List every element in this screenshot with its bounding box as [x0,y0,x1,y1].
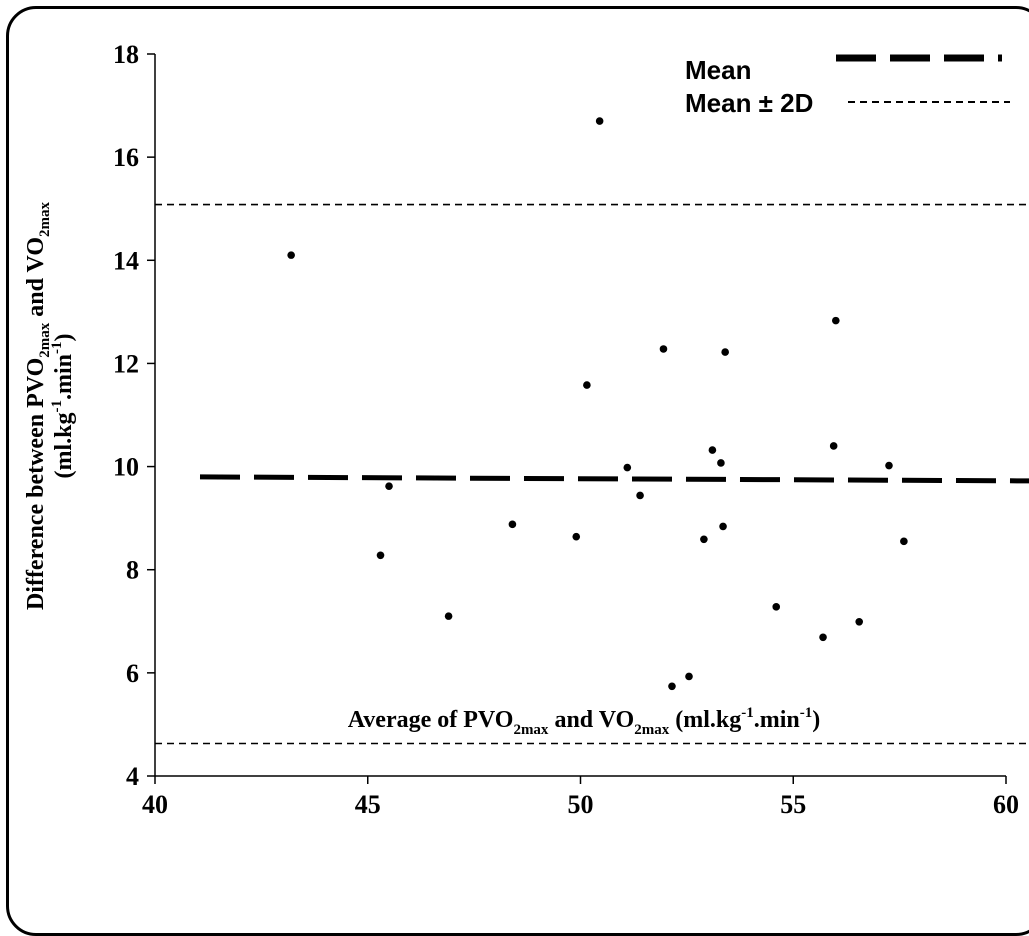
mean-line [199,474,1029,484]
x-tick-label: 60 [993,790,1019,819]
y-tick-label: 16 [113,143,139,172]
data-point [772,603,781,611]
x-tick-label: 40 [142,790,168,819]
data-point [659,345,668,353]
y-tick-label: 10 [113,453,139,482]
data-point [444,612,453,620]
y-tick-label: 12 [113,349,139,378]
data-point [708,446,717,454]
y-tick-label: 6 [126,659,139,688]
y-tick-label: 14 [113,246,139,275]
data-point [832,316,840,325]
data-point [685,672,693,681]
y-tick-label: 4 [126,762,139,791]
data-point [287,251,295,259]
reference-lines [155,203,1029,745]
data-point [819,633,827,642]
data-point [700,535,708,544]
axes: 4 6 8 10 12 14 16 18 40 45 50 55 60 [113,40,1019,819]
data-point [719,522,727,531]
y-axis-title: Difference between PVO2max and VO2max (m… [23,201,77,610]
data-point [572,532,581,541]
y-axis-title-line1: Difference between PVO2max and VO2max [23,201,53,610]
data-point [623,463,632,472]
data-point [900,537,908,546]
data-point [668,682,676,691]
y-tick-label: 18 [113,40,139,69]
data-point [636,491,644,500]
x-axis-title: Average of PVO2max and VO2max (ml.kg-1.m… [348,705,820,738]
y-tick-label: 8 [126,556,139,585]
data-point [885,461,893,470]
x-tick-label: 55 [780,790,806,819]
data-point [717,459,725,467]
legend-label-mean-2d: Mean ± 2D [685,88,813,118]
legend: Mean Mean ± 2D [685,54,1010,118]
data-point [721,348,729,356]
x-tick-label: 45 [355,790,381,819]
data-point [829,442,838,450]
legend-label-mean: Mean [685,55,751,85]
data-points [287,117,908,691]
data-point [376,551,385,560]
data-point [385,482,393,490]
x-tick-label: 50 [568,790,594,819]
data-point [508,520,517,529]
data-point [595,117,604,125]
data-point [855,618,864,626]
data-point [583,381,591,389]
y-axis-title-line2: (ml.kg-1.min-1) [49,333,77,478]
